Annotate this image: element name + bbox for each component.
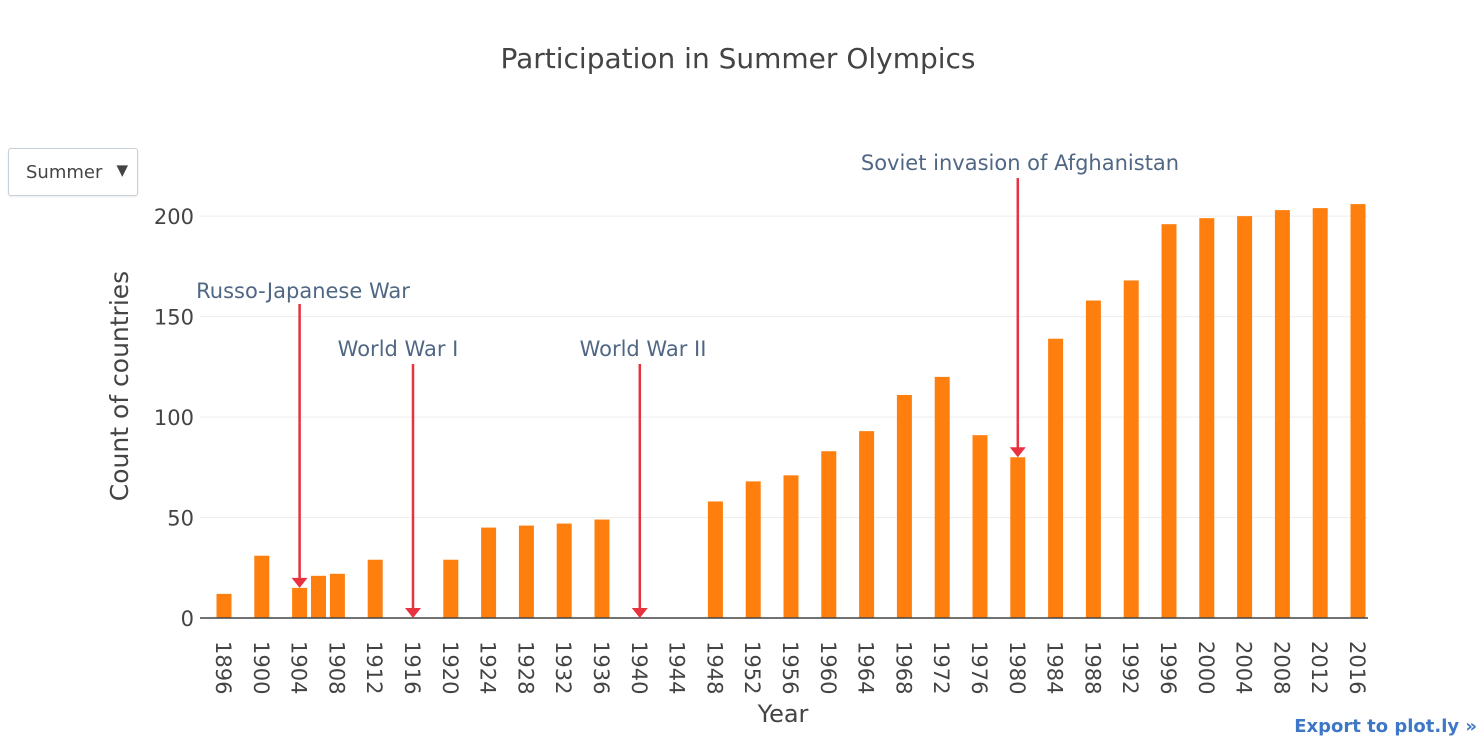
y-tick-label: 0	[181, 607, 194, 631]
annotation-text: Soviet invasion of Afghanistan	[861, 151, 1179, 175]
bars	[216, 204, 1366, 619]
x-tick-label: 1956	[778, 641, 802, 694]
x-tick-label: 1904	[287, 641, 311, 694]
bar-2008	[1274, 210, 1290, 618]
grid-lines	[200, 215, 1368, 519]
x-tick-label: 2000	[1194, 641, 1218, 694]
x-tick-label: 1896	[211, 641, 235, 694]
x-tick-label: 1964	[854, 641, 878, 694]
bar-1952	[745, 481, 761, 618]
x-tick-label: 2016	[1345, 641, 1369, 694]
x-tick-label: 1920	[438, 641, 462, 694]
x-tick-label: 1916	[400, 641, 424, 694]
bar-2012	[1312, 208, 1328, 618]
bar-2016	[1350, 204, 1366, 618]
x-tick-label: 1924	[476, 641, 500, 694]
bar-1906	[311, 575, 326, 618]
x-tick-label: 1912	[362, 641, 386, 694]
x-tick-label: 1968	[891, 641, 915, 694]
x-tick-label: 1900	[249, 641, 273, 694]
chart-title: Participation in Summer Olympics	[500, 42, 976, 75]
bar-1996	[1161, 224, 1177, 618]
bar-1988	[1085, 300, 1101, 618]
season-dropdown[interactable]: Summer ▼	[8, 148, 138, 196]
x-tick-label: 1976	[967, 641, 991, 694]
bar-1980	[1010, 457, 1026, 618]
x-tick-label: 2012	[1307, 641, 1331, 694]
x-tick-label: 1908	[324, 641, 348, 694]
bar-1904	[292, 587, 308, 618]
x-tick-label: 1988	[1080, 641, 1104, 694]
x-tick-label: 1952	[740, 641, 764, 694]
x-tick-label: 1936	[589, 641, 613, 694]
annotations: Russo-Japanese War World War I World War I…	[196, 151, 1179, 618]
bar-1896	[216, 593, 232, 618]
bar-1924	[481, 527, 497, 618]
annotation-text: World War II	[580, 337, 707, 361]
triangle-down-icon: ▼	[116, 161, 128, 179]
bar-1900	[254, 555, 270, 618]
bar-1960	[821, 451, 837, 618]
bar-1992	[1123, 280, 1139, 618]
bar-1956	[783, 475, 799, 618]
x-tick-label: 2008	[1269, 641, 1293, 694]
bar-1972	[934, 376, 950, 618]
bar-1912	[367, 559, 383, 618]
annotation-text: World War I	[338, 337, 459, 361]
annotation-arrowhead	[1009, 447, 1026, 458]
x-tick-label: 1980	[1005, 641, 1029, 694]
y-tick-label: 200	[154, 205, 194, 229]
x-tick-label: 1944	[665, 641, 689, 694]
y-axis-title: Count of countries	[105, 271, 134, 501]
y-tick-label: 50	[167, 507, 194, 531]
x-tick-label: 1932	[551, 641, 575, 694]
annotation-arrowhead	[631, 608, 648, 618]
bar-1948	[707, 501, 723, 618]
bar-1932	[556, 523, 572, 618]
annotation-text: Russo-Japanese War	[196, 279, 410, 303]
x-tick-label: 1960	[816, 641, 840, 694]
y-tick-label: 150	[154, 306, 194, 330]
x-tick-label: 1940	[627, 641, 651, 694]
bar-1984	[1048, 338, 1064, 618]
x-tick-label: 1928	[513, 641, 537, 694]
bar-1928	[518, 525, 534, 618]
bar-1936	[594, 519, 610, 618]
y-tick-label: 100	[154, 406, 194, 430]
x-tick-label: 1996	[1156, 641, 1180, 694]
annotation-arrowhead	[291, 577, 308, 588]
bar-1964	[859, 431, 875, 618]
bar-1908	[329, 573, 345, 618]
annotation-arrowhead	[405, 608, 421, 618]
x-axis-title: Year	[757, 700, 809, 728]
export-to-plotly-link[interactable]: Export to plot.ly »	[1294, 716, 1477, 737]
bar-1976	[972, 435, 988, 618]
x-tick-label: 2004	[1232, 641, 1256, 694]
x-tick-label: 1992	[1118, 641, 1142, 694]
x-tick-label: 1984	[1043, 641, 1067, 694]
season-dropdown-label: Summer	[26, 162, 103, 183]
bar-1920	[443, 559, 459, 618]
x-tick-label: 1948	[702, 641, 726, 694]
axes: 0 50 100 150 200 1896 1900 1904 1908 1912 1916 1920…	[154, 205, 1369, 694]
bar-2000	[1199, 218, 1215, 618]
bar-2004	[1237, 216, 1253, 619]
x-tick-label: 1972	[929, 641, 953, 694]
bar-1968	[896, 394, 912, 618]
